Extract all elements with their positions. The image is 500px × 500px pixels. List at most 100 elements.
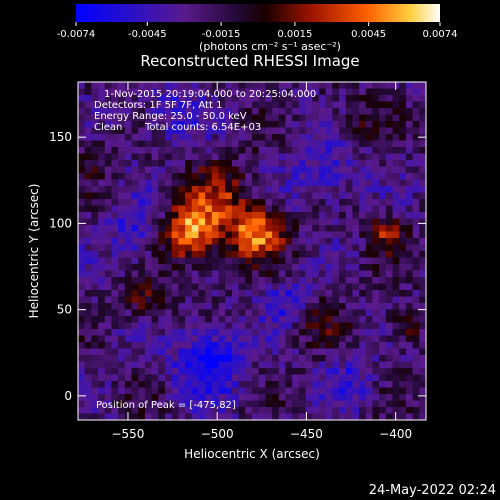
heatmap-cell	[305, 160, 313, 167]
heatmap-cell	[165, 394, 173, 401]
heatmap-cell	[144, 329, 153, 336]
heatmap-cell	[238, 407, 246, 414]
heatmap-cell	[292, 147, 300, 154]
heatmap-cell	[245, 257, 253, 265]
heatmap-cell	[165, 316, 173, 323]
heatmap-cell	[131, 244, 139, 252]
heatmap-cell	[185, 368, 193, 375]
heatmap-cell	[265, 192, 273, 200]
heatmap-cell	[205, 231, 213, 239]
heatmap-cell	[272, 413, 280, 421]
heatmap-cell	[405, 231, 414, 239]
heatmap-cell	[245, 199, 253, 206]
heatmap-cell	[225, 374, 233, 382]
heatmap-cell	[379, 205, 387, 213]
heatmap-cell	[185, 264, 193, 271]
heatmap-cell	[379, 114, 387, 122]
heatmap-cell	[218, 147, 226, 154]
heatmap-cell	[211, 192, 219, 200]
heatmap-cell	[312, 407, 320, 414]
heatmap-cell	[138, 166, 146, 174]
heatmap-cell	[124, 283, 132, 291]
heatmap-cell	[178, 277, 186, 284]
heatmap-cell	[104, 101, 112, 109]
heatmap-cell	[325, 348, 333, 356]
heatmap-cell	[124, 121, 132, 128]
heatmap-cell	[191, 114, 199, 122]
heatmap-cell	[171, 374, 179, 382]
heatmap-cell	[218, 374, 226, 382]
heatmap-cell	[118, 251, 126, 258]
heatmap-cell	[372, 257, 380, 265]
heatmap-cell	[332, 407, 340, 414]
heatmap-cell	[298, 257, 306, 265]
heatmap-cell	[298, 179, 306, 187]
heatmap-cell	[104, 140, 112, 148]
heatmap-cell	[298, 121, 306, 128]
heatmap-cell	[191, 108, 199, 115]
heatmap-cell	[124, 394, 132, 401]
heatmap-cell	[131, 368, 139, 375]
heatmap-cell	[318, 400, 327, 408]
heatmap-cell	[332, 101, 340, 109]
heatmap-cell	[272, 309, 280, 317]
heatmap-cell	[278, 322, 286, 330]
colorbar-tick-label: -0.0015	[202, 29, 241, 40]
heatmap-cell	[298, 140, 306, 148]
heatmap-cell	[258, 95, 266, 102]
heatmap-cell	[124, 231, 132, 239]
heatmap-cell	[151, 108, 159, 115]
heatmap-cell	[111, 212, 119, 219]
heatmap-cell	[318, 251, 327, 258]
heatmap-cell	[245, 381, 253, 388]
heatmap-cell	[171, 309, 179, 317]
heatmap-cell	[178, 121, 186, 128]
heatmap-cell	[419, 264, 427, 271]
heatmap-cell	[365, 134, 373, 141]
heatmap-cell	[399, 121, 407, 128]
heatmap-cell	[171, 283, 179, 291]
heatmap-cell	[151, 257, 159, 265]
heatmap-cell	[158, 218, 166, 226]
heatmap-cell	[272, 95, 280, 102]
heatmap-cell	[171, 368, 179, 375]
heatmap-cell	[225, 322, 233, 330]
heatmap-cell	[392, 407, 400, 414]
heatmap-cell	[265, 127, 273, 135]
heatmap-cell	[185, 244, 193, 252]
heatmap-cell	[84, 231, 92, 239]
heatmap-cell	[292, 322, 300, 330]
heatmap-cell	[359, 322, 367, 330]
heatmap-cell	[144, 394, 153, 401]
heatmap-cell	[91, 413, 99, 421]
heatmap-cell	[399, 303, 407, 310]
heatmap-cell	[392, 355, 400, 362]
heatmap-cell	[272, 82, 280, 89]
heatmap-cell	[332, 225, 340, 232]
heatmap-cell	[278, 147, 286, 154]
heatmap-cell	[352, 348, 360, 356]
heatmap-cell	[278, 199, 286, 206]
heatmap-cell	[191, 342, 199, 349]
heatmap-cell	[98, 82, 106, 89]
heatmap-cell	[325, 407, 333, 414]
heatmap-cell	[151, 186, 159, 193]
heatmap-cell	[265, 166, 273, 174]
heatmap-cell	[131, 348, 139, 356]
heatmap-cell	[118, 114, 126, 122]
heatmap-cell	[84, 244, 92, 252]
heatmap-cell	[419, 335, 427, 343]
heatmap-cell	[144, 179, 153, 187]
heatmap-cell	[205, 413, 213, 421]
heatmap-cell	[312, 218, 320, 226]
heatmap-cell	[245, 335, 253, 343]
heatmap-cell	[272, 361, 280, 369]
heatmap-cell	[231, 277, 240, 284]
heatmap-cell	[191, 296, 199, 304]
heatmap-cell	[205, 309, 213, 317]
heatmap-cell	[165, 387, 173, 395]
heatmap-cell	[345, 101, 353, 109]
heatmap-cell	[124, 400, 132, 408]
heatmap-cell	[352, 290, 360, 297]
heatmap-cell	[345, 407, 353, 414]
